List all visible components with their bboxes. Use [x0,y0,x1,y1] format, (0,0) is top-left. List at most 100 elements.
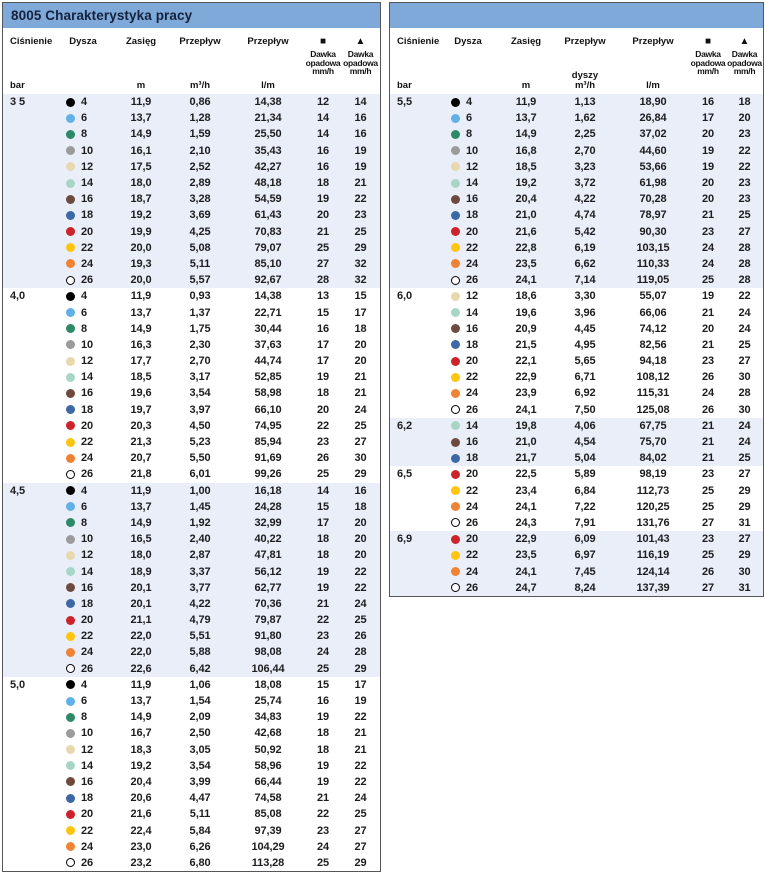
nozzle-number: 6 [81,306,88,319]
nozzle-color-dot-icon [66,210,75,220]
cell-nozzle: 16 [53,387,113,399]
cell-dawka-triangle: 21 [354,387,367,400]
cell-dawka-square: 14 [316,484,330,497]
cell-dawka-square: 23 [701,468,715,481]
cell-dawka-square: 25 [316,856,330,869]
cell-flow-m3h: 1,28 [189,112,211,125]
table-header: Ciśnienie bar Dysza Zasięg m Przepływ m³… [3,28,380,94]
cell-dawka-triangle: 22 [738,160,751,173]
cell-nozzle: 6 [53,695,113,707]
nozzle-color-dot-icon [66,664,75,674]
cell-flow-m3h: 4,79 [189,614,211,627]
cell-nozzle: 24 [53,452,113,464]
cell-dawka-square: 25 [701,500,715,513]
cell-nozzle: 22 [438,242,498,254]
table-row: 8 14,9 2,25 37,02 20 23 [390,126,763,143]
table-body: 3 5 4 11,9 0,86 14,38 12 14 6 13,7 1,28 21,34 14 16 8… [3,94,380,871]
cell-range: 24,1 [515,403,537,416]
cell-nozzle: 6 [53,501,113,513]
cell-flow-m3h: 3,37 [189,565,211,578]
cell-dawka-square: 22 [316,808,330,821]
cell-dawka-triangle: 19 [354,160,367,173]
nozzle-color-dot-icon [66,324,75,334]
nozzle-number: 24 [466,500,479,513]
cell-dawka-triangle: 29 [354,662,367,675]
nozzle-number: 26 [81,662,94,675]
cell-flow-lm: 66,44 [254,775,282,788]
table-row: 6,9 20 22,9 6,09 101,43 23 27 [390,531,763,548]
cell-dawka-square: 25 [316,662,330,675]
cell-dawka-triangle: 24 [738,419,751,432]
nozzle-number: 22 [466,371,479,384]
cell-dawka-square: 24 [701,241,715,254]
nozzle-color-dot-icon [66,259,75,269]
cell-range: 18,0 [130,177,152,190]
cell-dawka-triangle: 22 [354,581,367,594]
cell-flow-m3h: 5,51 [189,630,211,643]
cell-dawka-triangle: 22 [738,290,751,303]
cell-flow-lm: 79,07 [254,241,282,254]
column-unit: bar [10,80,25,92]
cell-range: 20,7 [130,452,152,465]
cell-flow-lm: 26,84 [639,112,667,125]
cell-nozzle: 18 [53,598,113,610]
column-label: opadowa [343,57,378,68]
nozzle-color-dot-icon [451,275,460,285]
cell-dawka-triangle: 20 [354,355,367,368]
nozzle-color-dot-icon [66,567,75,577]
nozzle-color-dot-icon [451,502,460,512]
cell-flow-m3h: 4,45 [574,322,596,335]
cell-dawka-square: 19 [316,711,330,724]
nozzle-number: 12 [81,549,94,562]
table-row: 22 22,0 5,51 91,80 23 26 [3,628,380,645]
nozzle-color-dot-icon [451,356,460,366]
cell-nozzle: 18 [53,792,113,804]
table-row: 14 19,2 3,72 61,98 20 23 [390,174,763,192]
nozzle-number: 6 [81,112,88,125]
column-header-nozzle: Dysza [53,36,113,91]
cell-range: 18,5 [515,160,537,173]
column-header-dawka-square: ■ Dawka opadowa mm/h [305,37,341,91]
cell-flow-m3h: 1,13 [574,96,596,109]
cell-dawka-triangle: 15 [354,290,367,303]
nozzle-color-dot-icon [66,680,75,690]
square-icon: ■ [704,36,712,47]
cell-flow-m3h: 5,23 [189,436,211,449]
cell-flow-lm: 61,43 [254,209,282,222]
nozzle-number: 16 [466,436,479,449]
nozzle-color-dot-icon [66,227,75,237]
cell-dawka-triangle: 22 [354,711,367,724]
nozzle-number: 14 [81,565,94,578]
cell-range: 14,9 [130,322,152,335]
table-row: 24 24,1 7,45 124,14 26 30 [390,563,763,580]
nozzle-number: 6 [466,112,473,125]
cell-range: 22,1 [515,355,537,368]
cell-nozzle: 26 [438,274,498,286]
cell-flow-lm: 74,58 [254,792,282,805]
cell-flow-m3h: 5,57 [189,274,211,287]
nozzle-number: 24 [466,387,479,400]
cell-range: 20,4 [515,193,537,206]
cell-range: 24,7 [515,581,537,594]
cell-nozzle: 16 [53,193,113,205]
cell-dawka-triangle: 29 [354,856,367,869]
column-header-pressure: Ciśnienie bar [390,36,439,91]
column-unit: m [136,80,146,92]
cell-flow-m3h: 6,09 [574,533,596,546]
cell-dawka-square: 19 [316,759,330,772]
nozzle-color-dot-icon [66,97,75,107]
cell-flow-m3h: 2,70 [574,144,596,157]
table-row: 24 19,3 5,11 85,10 27 32 [3,255,380,273]
cell-dawka-square: 22 [316,614,330,627]
nozzle-color-dot-icon [451,324,460,334]
table-row: 16 20,9 4,45 74,12 20 24 [390,321,763,337]
nozzle-color-dot-icon [451,421,460,431]
cell-dawka-triangle: 27 [738,468,751,481]
cell-flow-m3h: 2,52 [189,160,211,173]
cell-dawka-square: 20 [316,403,330,416]
table-row: 22 22,4 5,84 97,39 23 27 [3,822,380,838]
cell-dawka-square: 20 [701,177,715,190]
cell-flow-m3h: 3,30 [574,290,596,303]
cell-flow-lm: 82,56 [639,338,667,351]
nozzle-number: 12 [466,290,479,303]
